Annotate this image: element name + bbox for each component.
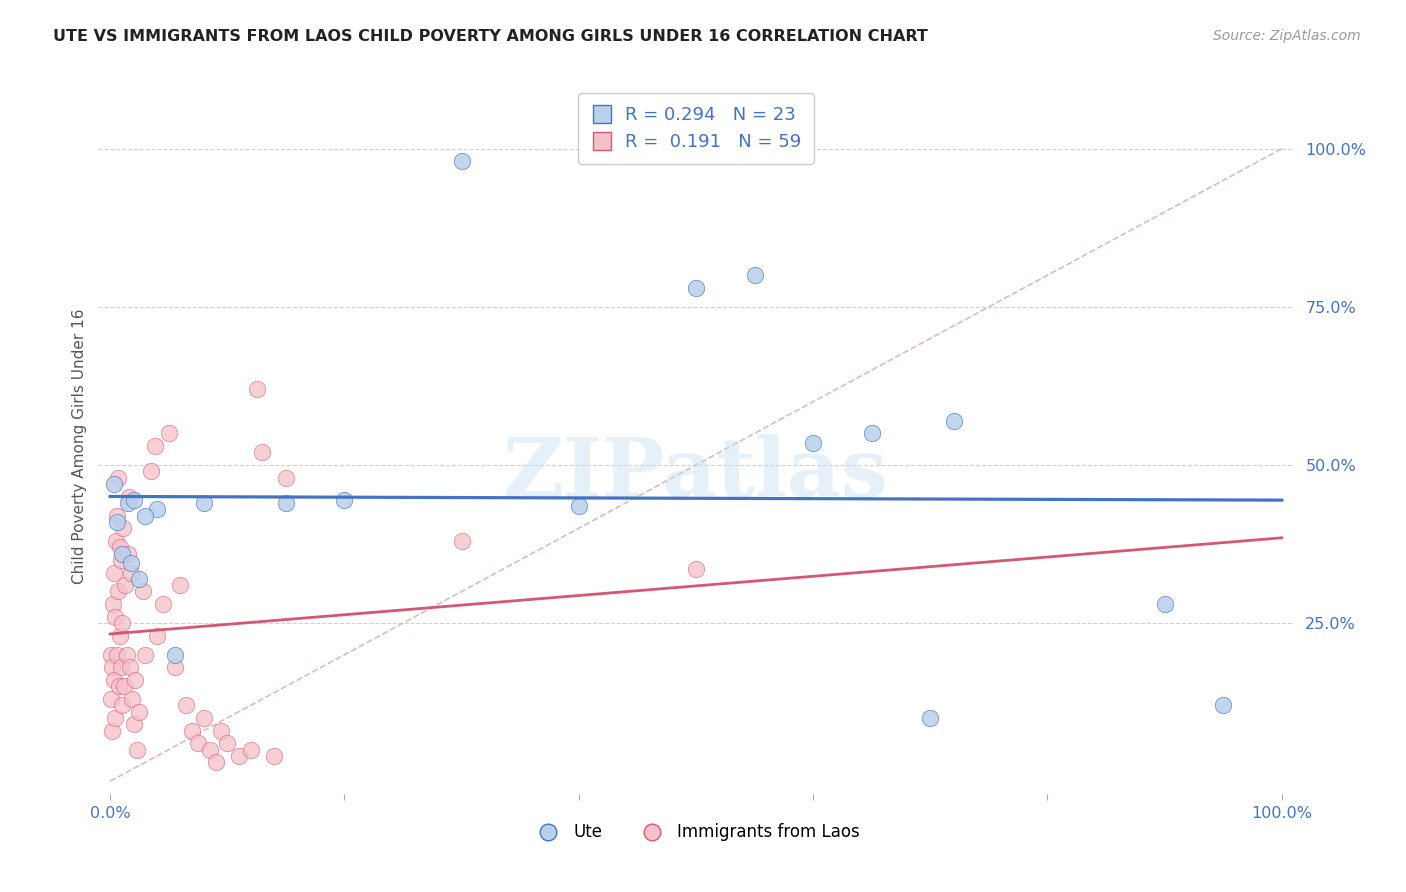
Point	[111, 616, 134, 631]
Point	[143, 439, 166, 453]
Point	[128, 572, 150, 586]
Point	[127, 742, 149, 756]
Point	[801, 435, 824, 450]
Point	[685, 281, 707, 295]
Point	[112, 679, 135, 693]
Point	[111, 698, 134, 713]
Point	[239, 742, 262, 756]
Point	[193, 496, 215, 510]
Point	[163, 660, 186, 674]
Point	[134, 648, 156, 662]
Point	[217, 736, 239, 750]
Point	[112, 521, 135, 535]
Point	[100, 648, 122, 662]
Point	[169, 578, 191, 592]
Point	[120, 566, 142, 580]
Point	[105, 515, 128, 529]
Point	[120, 660, 141, 674]
Point	[103, 477, 125, 491]
Point	[115, 648, 138, 662]
Point	[105, 648, 128, 662]
Point	[146, 629, 169, 643]
Point	[105, 508, 128, 523]
Point	[124, 673, 146, 687]
Point	[274, 470, 297, 484]
Point	[198, 742, 221, 756]
Point	[263, 748, 285, 763]
Point	[744, 268, 766, 283]
Point	[246, 382, 269, 396]
Point	[108, 540, 131, 554]
Point	[211, 723, 233, 738]
Point	[174, 698, 197, 713]
Point	[942, 414, 965, 428]
Point	[152, 597, 174, 611]
Point	[128, 705, 150, 719]
Text: UTE VS IMMIGRANTS FROM LAOS CHILD POVERTY AMONG GIRLS UNDER 16 CORRELATION CHART: UTE VS IMMIGRANTS FROM LAOS CHILD POVERT…	[53, 29, 928, 44]
Point	[100, 692, 122, 706]
Point	[157, 426, 180, 441]
Point	[104, 609, 127, 624]
Point	[104, 711, 127, 725]
Point	[101, 723, 124, 738]
Text: ZIPatlas: ZIPatlas	[503, 434, 889, 514]
Y-axis label: Child Poverty Among Girls Under 16: Child Poverty Among Girls Under 16	[72, 309, 87, 583]
Point	[108, 679, 131, 693]
Point	[110, 553, 132, 567]
Point	[685, 562, 707, 576]
Point	[111, 547, 134, 561]
Point	[450, 154, 472, 169]
Point	[105, 533, 128, 548]
Point	[122, 492, 145, 507]
Legend: Ute, Immigrants from Laos: Ute, Immigrants from Laos	[524, 817, 868, 848]
Point	[118, 490, 141, 504]
Point	[114, 578, 136, 592]
Point	[146, 502, 169, 516]
Point	[122, 717, 145, 731]
Point	[107, 584, 129, 599]
Point	[108, 629, 131, 643]
Point	[134, 508, 156, 523]
Point	[103, 566, 125, 580]
Point	[103, 673, 125, 687]
Point	[110, 660, 132, 674]
Point	[1212, 698, 1234, 713]
Point	[107, 470, 129, 484]
Point	[860, 426, 883, 441]
Point	[333, 492, 356, 507]
Point	[101, 597, 124, 611]
Point	[117, 496, 139, 510]
Point	[163, 648, 186, 662]
Point	[920, 711, 942, 725]
Point	[228, 748, 250, 763]
Point	[101, 660, 124, 674]
Point	[252, 445, 274, 459]
Point	[274, 496, 297, 510]
Point	[193, 711, 215, 725]
Text: Source: ZipAtlas.com: Source: ZipAtlas.com	[1213, 29, 1361, 43]
Point	[187, 736, 209, 750]
Point	[132, 584, 155, 599]
Point	[117, 547, 139, 561]
Point	[1153, 597, 1175, 611]
Point	[568, 499, 591, 513]
Point	[450, 533, 472, 548]
Point	[120, 556, 142, 570]
Point	[121, 692, 143, 706]
Point	[141, 464, 163, 478]
Point	[181, 723, 204, 738]
Point	[204, 756, 226, 770]
